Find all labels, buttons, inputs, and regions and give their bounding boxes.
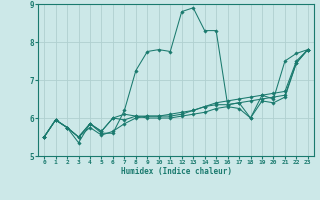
X-axis label: Humidex (Indice chaleur): Humidex (Indice chaleur) [121, 167, 231, 176]
